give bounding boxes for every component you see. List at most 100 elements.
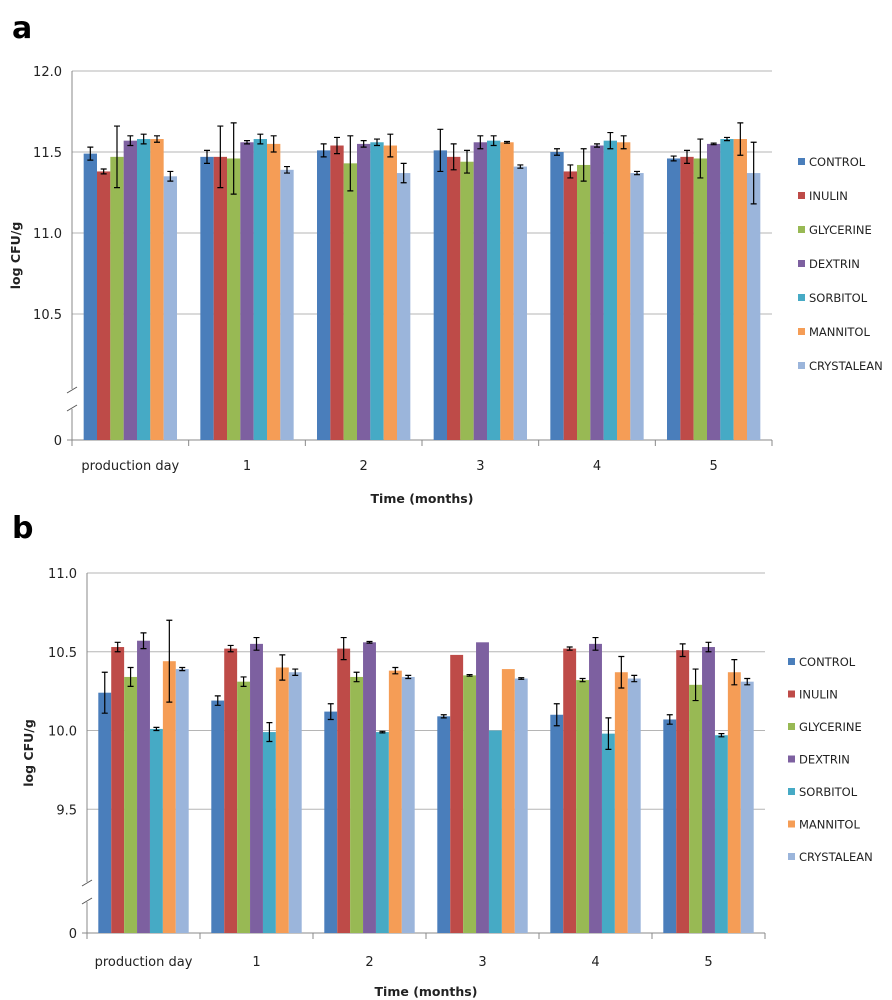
error-bar [140,632,147,650]
legend-swatch [788,820,795,828]
bar [663,719,677,933]
bar [343,163,357,440]
legend-entry: DEXTRIN [809,257,860,271]
x-tick-label: 2 [360,459,368,474]
legend-swatch [788,690,795,698]
bar [614,672,628,933]
error-bar [217,125,224,189]
error-bar [631,674,638,683]
bar [450,654,464,933]
bar [324,711,338,933]
error-bar [179,666,186,672]
error-bar [618,655,625,689]
error-bar [227,644,234,653]
error-bar [566,646,573,651]
x-tick-label: 5 [710,459,718,474]
x-tick-label: 3 [476,459,484,474]
chart-panel-b: b 11.0 10.5 10.0 9.5 0 production day 1 2 3 4 5 Time… [12,511,873,999]
bar [550,152,564,440]
error-bar [490,135,497,147]
bar [213,156,227,441]
error-bar [127,135,134,147]
error-bar [214,695,221,706]
bar [401,676,415,933]
bar [590,145,604,440]
error-bar [154,135,160,143]
x-axis-title: Time (months) [371,491,474,506]
legend-swatch [788,658,795,665]
bar [137,139,151,441]
y-tick-label: 10.5 [48,646,77,661]
error-bar [666,714,673,725]
error-bar [579,677,586,683]
bar [253,139,267,441]
error-bar [392,666,399,675]
error-bar [594,143,600,148]
bar [476,642,489,933]
y-tick-label: 0 [54,434,62,449]
bar [500,142,514,440]
error-bar [292,668,299,676]
bar [237,681,251,933]
y-tick-label: 12.0 [33,65,62,80]
error-bar [284,165,290,174]
bar [680,156,694,441]
legend-swatch [798,362,805,369]
error-bar [580,148,587,182]
bar [733,139,747,441]
error-bar [679,643,686,658]
error-bar [684,149,690,164]
legend-entry: GLYCERINE [809,223,872,237]
error-bar [620,135,627,150]
axis-break-mark [66,386,78,412]
y-tick-label: 0 [69,927,77,942]
legend-swatch [788,788,795,795]
legend-swatch [788,755,795,763]
legend-entry: SORBITOL [809,291,868,305]
error-bar [366,640,373,644]
error-bar [517,164,524,169]
x-axis-title: Time (months) [375,984,478,999]
bar [627,678,641,933]
bar [175,669,189,933]
bar [676,650,690,933]
bar [330,145,344,440]
bar [150,139,164,441]
error-bar [327,703,334,721]
x-tick-label: 1 [243,459,251,474]
bar [111,647,125,933]
y-tick-label: 11.0 [48,567,77,582]
bar [383,145,397,440]
bar [487,140,501,440]
bar [83,153,97,440]
error-bar [334,136,340,155]
bar [693,158,707,441]
error-bar [320,143,327,158]
legend-swatch [798,294,805,301]
bar [707,143,721,440]
error-bar [379,730,386,734]
error-bar [127,666,134,687]
y-axis-title: log CFU/g [21,719,36,787]
bar [363,642,376,933]
error-bar [100,168,107,175]
bar [702,647,715,933]
error-bar [270,135,277,153]
legend-swatch [798,226,805,233]
x-tick-label: 4 [593,459,601,474]
bar [224,648,238,933]
y-tick-label: 11.0 [33,227,62,242]
x-tick-label: 5 [704,955,712,970]
bar [589,643,602,933]
error-bar [518,677,525,680]
bar [200,156,214,441]
x-tick-label: 1 [252,955,260,970]
error-bar [230,122,237,195]
error-bar [466,673,473,677]
error-bar [166,619,173,703]
bar [577,164,591,440]
x-tick-label: 2 [365,955,373,970]
bar [350,676,364,933]
error-bar [750,141,757,205]
